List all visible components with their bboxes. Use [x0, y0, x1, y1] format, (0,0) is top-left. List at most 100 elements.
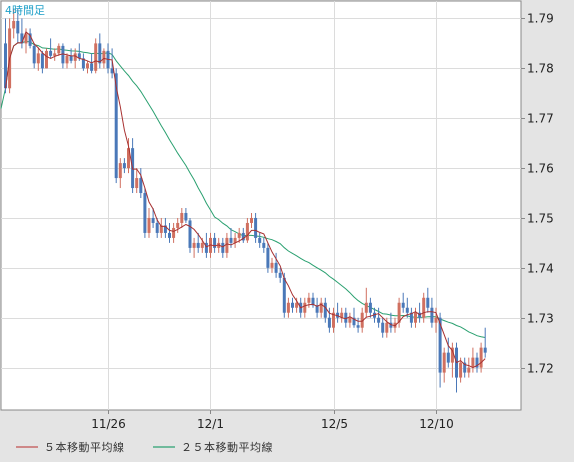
candle — [377, 307, 381, 328]
candle — [446, 337, 450, 368]
candle-body — [340, 312, 344, 318]
candle — [127, 138, 130, 174]
candle — [401, 292, 405, 313]
ma5-line-group — [5, 31, 486, 369]
candle — [434, 307, 438, 333]
candle-body — [319, 302, 323, 313]
y-tick-label: 1.74 — [527, 262, 554, 276]
candle — [422, 292, 426, 323]
candle-body — [36, 53, 40, 64]
candle-body — [282, 277, 286, 313]
candle — [430, 297, 434, 328]
candle — [172, 222, 176, 243]
candle-body — [295, 302, 299, 308]
candle-body — [344, 312, 348, 323]
candle-body — [28, 33, 32, 46]
candle-body — [356, 325, 360, 328]
candle — [12, 8, 16, 39]
candle-body — [94, 43, 98, 71]
x-tick-label: 11/26 — [91, 417, 126, 431]
candle-body — [266, 247, 270, 268]
candle-body — [139, 178, 143, 194]
candle — [311, 292, 315, 308]
candle — [442, 347, 446, 383]
candle — [438, 312, 442, 388]
candle-body — [270, 262, 274, 268]
candle-body — [397, 302, 401, 323]
candle-body — [483, 347, 487, 353]
candle — [241, 227, 245, 243]
candle-body — [12, 20, 16, 29]
candle — [245, 217, 249, 243]
candle-body — [364, 302, 368, 313]
legend-ma25-label: ２５本移動平均線 — [181, 440, 273, 454]
candle-body — [467, 367, 471, 373]
candle-body — [245, 222, 249, 241]
candle-body — [315, 305, 319, 313]
candle — [471, 347, 475, 373]
candle-body — [377, 317, 381, 323]
candle — [151, 207, 155, 228]
candle-body — [250, 217, 253, 223]
candle-body — [90, 63, 94, 71]
candle — [32, 43, 36, 69]
candle — [188, 217, 192, 253]
candle-body — [110, 68, 114, 74]
candle-body — [446, 352, 450, 363]
ma5-line — [5, 31, 486, 369]
candle-body — [53, 53, 57, 56]
candle-body — [360, 312, 364, 328]
candle — [348, 312, 352, 328]
candle — [213, 232, 217, 253]
candle — [352, 307, 356, 328]
candle-body — [426, 297, 430, 308]
candle-body — [327, 317, 331, 328]
candle-body — [430, 307, 434, 323]
candle-body — [172, 227, 176, 238]
candle-body — [241, 232, 245, 241]
candle — [57, 43, 61, 56]
candle-body — [381, 322, 385, 333]
y-tick-label: 1.72 — [527, 362, 554, 376]
candle — [221, 237, 225, 258]
candle-body — [434, 317, 438, 323]
legend: ５本移動平均線 ２５本移動平均線 — [16, 440, 273, 454]
candle — [356, 317, 360, 333]
candle — [286, 297, 290, 318]
candle-body — [192, 242, 196, 248]
candle-body — [274, 262, 278, 273]
candle — [204, 232, 208, 258]
candle-body — [200, 242, 204, 248]
candle — [397, 297, 401, 328]
y-tick-label: 1.77 — [527, 112, 554, 126]
candle-body — [4, 43, 7, 89]
candle-body — [16, 20, 20, 34]
candle-body — [442, 352, 446, 373]
candle — [45, 48, 48, 69]
candle — [463, 357, 467, 378]
candle — [368, 297, 372, 318]
candle — [270, 257, 274, 273]
candle — [319, 297, 323, 318]
candle-body — [278, 272, 282, 278]
candle-body — [204, 242, 208, 253]
candle-body — [221, 242, 225, 253]
y-tick-label: 1.75 — [527, 212, 554, 226]
candle-body — [196, 242, 200, 248]
candle-body — [303, 302, 307, 313]
candle-body — [32, 45, 36, 64]
candle — [155, 217, 159, 238]
x-axis: 11/26 12/1 12/5 12/10 — [91, 410, 454, 431]
candle-body — [291, 302, 294, 308]
candle-body — [311, 297, 315, 306]
candle — [192, 237, 196, 258]
candle — [180, 207, 184, 228]
candle-body — [254, 217, 258, 238]
candle-body — [180, 212, 184, 223]
candle — [73, 48, 77, 69]
candle — [467, 357, 471, 378]
candle — [110, 48, 114, 79]
candle-body — [73, 53, 77, 61]
candle — [118, 158, 122, 189]
y-tick-label: 1.76 — [527, 162, 554, 176]
